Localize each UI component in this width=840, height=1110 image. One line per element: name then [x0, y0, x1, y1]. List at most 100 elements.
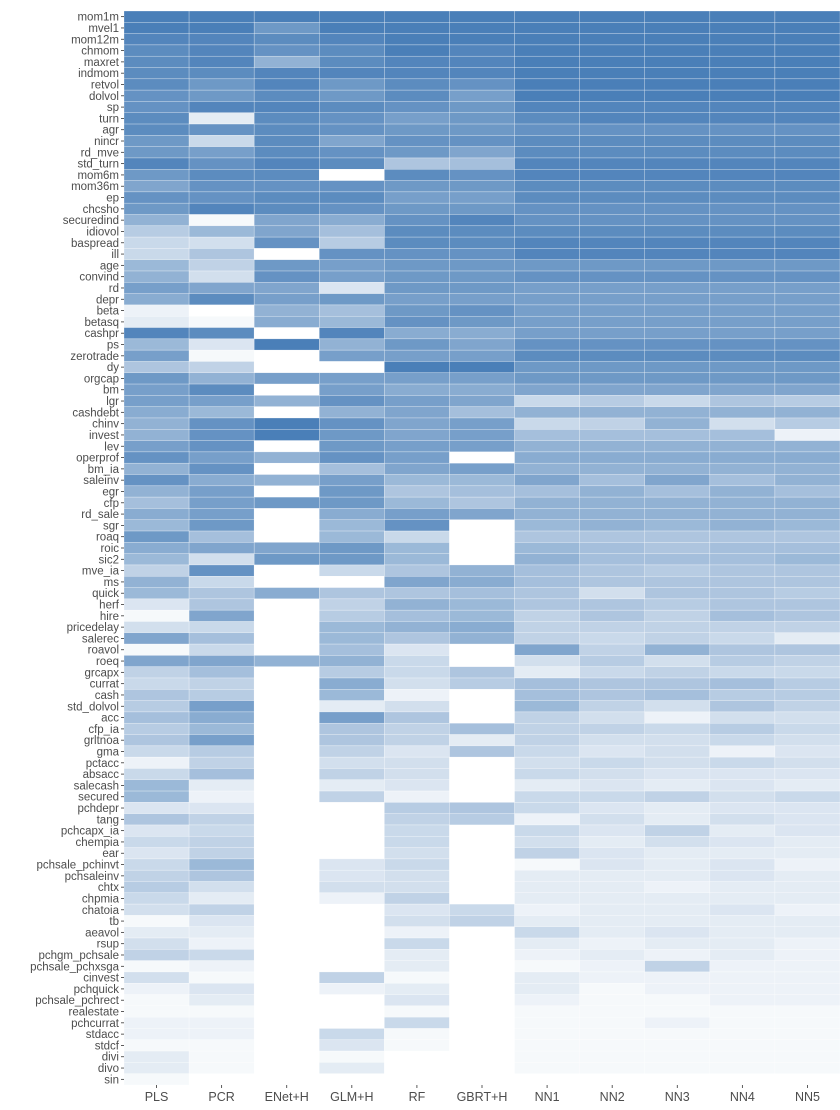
- heatmap-cell-sic2-NN3: [644, 553, 711, 566]
- heatmap-cell-roeq-GLM+H: [319, 655, 385, 667]
- heatmap-cell-rd_mve-NN2: [579, 146, 645, 159]
- heatmap-cell-lev-NN4: [709, 440, 776, 453]
- heatmap-cell-gma-NN2: [579, 745, 645, 758]
- heatmap-cell-ear-GLM+H: [319, 847, 385, 860]
- heatmap-cell-roeq-PLS: [123, 655, 190, 667]
- heatmap-cell-stdcf-GBRT+H: [449, 1039, 515, 1052]
- heatmap-cell-cashpr-RF: [384, 327, 450, 340]
- heatmap-cell-chmom-NN4: [709, 44, 776, 57]
- heatmap-cell-cashpr-GBRT+H: [449, 327, 515, 340]
- heatmap-cell-maxret-NN4: [709, 55, 776, 68]
- heatmap-cell-divo-PLS: [123, 1062, 190, 1074]
- heatmap-cell-dy-NN3: [644, 361, 711, 374]
- heatmap-cell-roaq-GLM+H: [319, 530, 385, 543]
- heatmap-cell-aeavol-RF: [384, 926, 450, 939]
- heatmap-cell-chpmia-RF: [384, 892, 450, 905]
- heatmap-cell-securedind-NN4: [709, 214, 776, 227]
- heatmap-cell-roeq-NN3: [644, 655, 711, 667]
- heatmap-cell-operprof-PCR: [188, 451, 255, 464]
- heatmap-cell-divi-PLS: [123, 1050, 190, 1063]
- heatmap-cell-pchsale_pchrect-RF: [384, 994, 450, 1007]
- heatmap-cell-tang-GBRT+H: [449, 813, 515, 826]
- heatmap-cell-cashdebt-PCR: [188, 406, 255, 419]
- heatmap-cell-roaq-NN4: [709, 530, 776, 543]
- heatmap-cell-retvol-GBRT+H: [449, 78, 515, 91]
- heatmap-cell-mom36m-NN1: [514, 180, 580, 193]
- heatmap-cell-baspread-NN2: [579, 236, 645, 249]
- heatmap-cell-dolvol-NN1: [514, 89, 580, 102]
- heatmap-cell-salecash-GBRT+H: [449, 779, 515, 792]
- heatmap-cell-tang-NN1: [514, 813, 580, 826]
- heatmap-cell-chmom-GLM+H: [319, 44, 385, 57]
- heatmap-cell-dolvol-PCR: [188, 89, 255, 102]
- heatmap-cell-securedind-GLM+H: [319, 214, 385, 227]
- heatmap-cell-depr-PLS: [123, 293, 190, 306]
- heatmap-cell-convind-NN1: [514, 270, 580, 283]
- heatmap-cell-betasq-ENet+H: [253, 315, 320, 328]
- heatmap-cell-pchsaleinv-NN4: [709, 869, 776, 882]
- row-label-rd_mve: rd_mve: [81, 147, 119, 159]
- heatmap-cell-salecash-NN1: [514, 779, 580, 792]
- heatmap-cell-saleinv-PCR: [188, 474, 255, 487]
- heatmap-cell-ill-PLS: [123, 248, 190, 260]
- heatmap-cell-tang-ENet+H: [253, 813, 320, 826]
- heatmap-cell-age-PCR: [188, 259, 255, 272]
- heatmap-cell-mom36m-PCR: [188, 180, 255, 193]
- heatmap-cell-pchsaleinv-GBRT+H: [449, 869, 515, 882]
- heatmap-cell-sin-ENet+H: [253, 1073, 320, 1086]
- heatmap-cell-mom1m-NN3: [644, 10, 711, 23]
- heatmap-cell-chatoia-NN2: [579, 903, 645, 916]
- heatmap-cell-currat-GLM+H: [319, 677, 385, 690]
- row-label-salerec: salerec: [82, 633, 119, 645]
- heatmap-cell-egr-NN1: [514, 485, 580, 498]
- heatmap-cell-chcsho-GBRT+H: [449, 202, 515, 215]
- heatmap-cell-bm-NN4: [709, 383, 776, 396]
- heatmap-cell-currat-NN2: [579, 677, 645, 690]
- row-label-stdacc: stdacc: [86, 1029, 119, 1041]
- heatmap-cell-roic-PCR: [188, 542, 255, 554]
- heatmap-cell-pctacc-PCR: [188, 756, 255, 769]
- heatmap-cell-rsup-PLS: [123, 937, 190, 950]
- heatmap-cell-egr-GLM+H: [319, 485, 385, 498]
- heatmap-cell-maxret-NN1: [514, 55, 580, 68]
- heatmap-cell-lev-NN2: [579, 440, 645, 453]
- heatmap-cell-mom1m-GBRT+H: [449, 10, 515, 23]
- row-label-ms: ms: [104, 577, 120, 589]
- heatmap-cell-age-NN3: [644, 259, 711, 272]
- heatmap-cell-chpmia-GLM+H: [319, 892, 385, 905]
- heatmap-cell-mom1m-NN1: [514, 10, 580, 23]
- heatmap-cell-saleinv-NN1: [514, 474, 580, 487]
- heatmap-cell-chatoia-NN5: [774, 903, 840, 916]
- heatmap-cell-roeq-NN1: [514, 655, 580, 667]
- row-label-mom12m: mom12m: [71, 34, 119, 46]
- heatmap-cell-pchdepr-NN1: [514, 802, 580, 814]
- heatmap-cell-rd_sale-PCR: [188, 508, 255, 520]
- heatmap-cell-chinv-PLS: [123, 417, 190, 430]
- row-label-roaq: roaq: [96, 532, 119, 544]
- heatmap-cell-ms-PLS: [123, 576, 190, 588]
- heatmap-cell-cinvest-PCR: [188, 971, 255, 984]
- heatmap-cell-aeavol-NN5: [774, 926, 840, 939]
- heatmap-cell-dolvol-NN5: [774, 89, 840, 102]
- heatmap-cell-idiovol-NN4: [709, 225, 776, 238]
- heatmap-cell-lgr-PCR: [188, 395, 255, 407]
- heatmap-cell-mom36m-NN3: [644, 180, 711, 193]
- heatmap-cell-cashpr-NN5: [774, 327, 840, 340]
- row-label-bm: bm: [103, 385, 119, 397]
- heatmap-cell-std_dolvol-GBRT+H: [449, 700, 515, 713]
- heatmap-cell-pchquick-NN4: [709, 983, 776, 995]
- column-label-NN4: NN4: [730, 1090, 755, 1104]
- heatmap-cell-pchsale_pchrect-NN3: [644, 994, 711, 1007]
- row-label-chatoia: chatoia: [82, 905, 120, 917]
- heatmap-cell-std_turn-NN3: [644, 157, 711, 170]
- heatmap-cell-mom12m-NN2: [579, 33, 645, 46]
- heatmap-cell-mom1m-RF: [384, 10, 450, 23]
- heatmap-cell-chatoia-NN1: [514, 903, 580, 916]
- heatmap-cell-sgr-NN3: [644, 519, 711, 532]
- heatmap-cell-operprof-ENet+H: [253, 451, 320, 464]
- heatmap-cell-hire-NN4: [709, 609, 776, 622]
- heatmap-cell-chatoia-ENet+H: [253, 903, 320, 916]
- heatmap-cell-cashdebt-GLM+H: [319, 406, 385, 419]
- heatmap-cell-egr-PCR: [188, 485, 255, 498]
- heatmap-cell-cinvest-PLS: [123, 971, 190, 984]
